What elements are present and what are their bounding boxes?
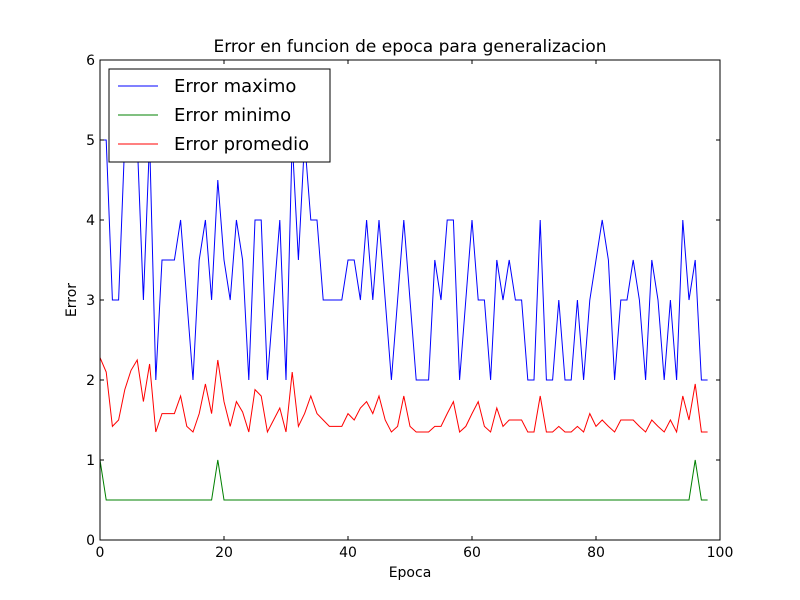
y-tick-label: 2 (86, 373, 95, 389)
y-tick-label: 3 (86, 293, 95, 309)
series-line-0 (100, 139, 708, 381)
x-tick-label: 100 (707, 545, 734, 561)
x-axis-label: Epoca (389, 565, 432, 581)
y-tick-label: 1 (86, 453, 95, 469)
chart-title: Error en funcion de epoca para generaliz… (213, 37, 606, 57)
y-tick-label: 6 (86, 53, 95, 69)
series-line-2 (99, 357, 708, 434)
y-tick-label: 0 (86, 533, 95, 549)
x-tick-label: 60 (463, 545, 481, 561)
x-tick-label: 40 (339, 545, 357, 561)
series-line-1 (99, 459, 708, 501)
legend: Error maximo Error minimo Error promedio (108, 68, 331, 163)
x-tick-label: 80 (587, 545, 605, 561)
y-tick-label: 5 (86, 133, 95, 149)
plot-area: 0 20 40 60 80 100 0 1 2 3 4 5 6 (86, 53, 733, 561)
legend-label-1: Error minimo (174, 105, 291, 126)
x-tick-label: 0 (96, 545, 105, 561)
legend-label-0: Error maximo (174, 76, 296, 97)
y-tick-label: 4 (86, 213, 95, 229)
x-tick-label: 20 (215, 545, 233, 561)
y-axis-label: Error (64, 283, 80, 317)
legend-label-2: Error promedio (174, 134, 309, 155)
